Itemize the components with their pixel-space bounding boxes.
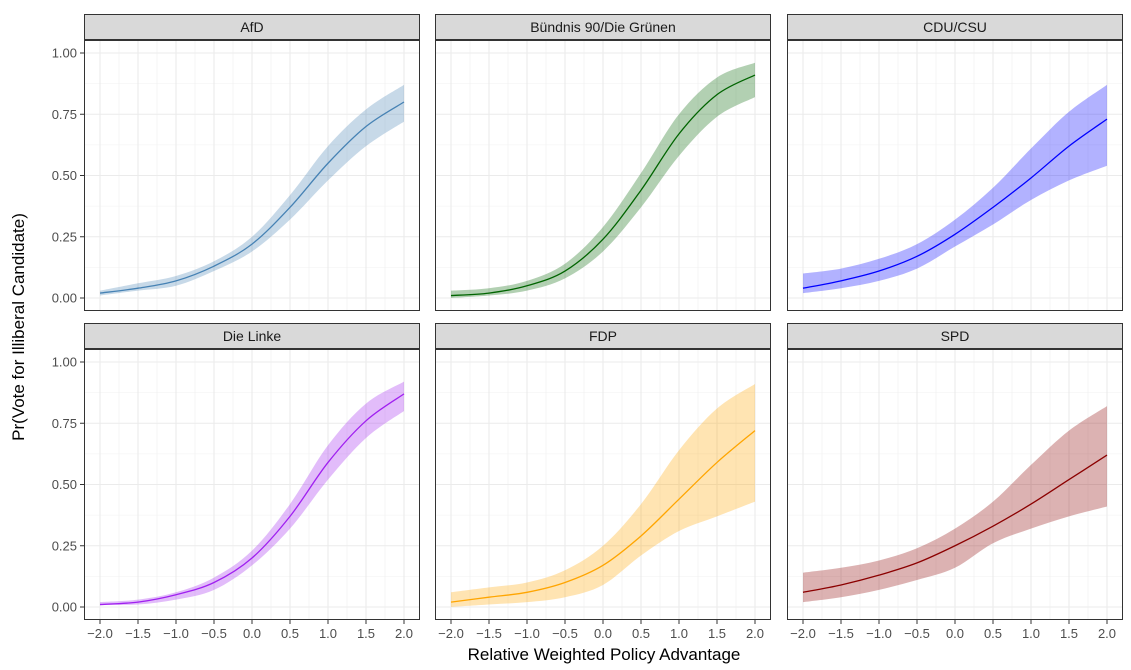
series-line-afd (99, 101, 405, 294)
facet-label-b-ndnis-90-die-gr-nen: Bündnis 90/Die Grünen (530, 19, 676, 35)
y-tick-label: 0.25 (52, 229, 77, 244)
facet-strip (787, 323, 1123, 349)
series-line-cdu-csu (802, 118, 1108, 289)
x-tick-label: −0.5 (201, 626, 227, 641)
x-tick-label: 1.0 (670, 626, 688, 641)
gridlines (84, 40, 420, 311)
y-tick-label: 0.25 (52, 538, 77, 553)
facet-label-die-linke: Die Linke (223, 328, 282, 344)
facet-strip (84, 323, 420, 349)
confidence-ribbon-die-linke (100, 381, 404, 605)
panel-afd: AfD 0.00 0.25 0.50 0.75 1.00 (52, 14, 420, 311)
x-tick-label: 2.0 (395, 626, 413, 641)
facet-label-fdp: FDP (589, 328, 617, 344)
panel-die-linke: Die Linke 0.00 0.25 0.50 0.75 1.00 −2.0 −1.5 −1.… (52, 323, 420, 641)
x-tick-label: 1.5 (708, 626, 726, 641)
x-tick-label: 1.0 (1022, 626, 1040, 641)
x-tick-label: −1.5 (828, 626, 854, 641)
x-tick-label: −1.0 (163, 626, 189, 641)
facet-label-spd: SPD (941, 328, 970, 344)
y-tick-label: 0.75 (52, 107, 77, 122)
x-tick-label: 1.0 (319, 626, 337, 641)
facet-label-cdu-csu: CDU/CSU (923, 19, 987, 35)
y-tick-label: 0.50 (52, 168, 77, 183)
y-tick-label: 0.75 (52, 416, 77, 431)
y-tick-label: 0.50 (52, 477, 77, 492)
x-axis-title: Relative Weighted Policy Advantage (468, 645, 741, 664)
y-tick-label: 1.00 (52, 355, 77, 370)
y-axis-title: Pr(Vote for Illiberal Candidate) (9, 213, 28, 441)
gridlines (787, 40, 1123, 311)
gridlines (787, 349, 1123, 620)
confidence-ribbon-afd (100, 84, 404, 296)
facet-strip (84, 14, 420, 40)
panels: AfD 0.00 0.25 0.50 0.75 1.00 Bündnis 90/Die Gr… (52, 14, 1123, 641)
y-tick-label: 0.00 (52, 291, 77, 306)
x-tick-label: −2.0 (790, 626, 816, 641)
facet-strip (787, 14, 1123, 40)
confidence-ribbon-cdu-csu (803, 84, 1107, 294)
facet-strip (435, 14, 771, 40)
panel-cdu-csu: CDU/CSU (787, 14, 1123, 311)
panel-border (435, 40, 771, 311)
x-tick-label: −1.5 (476, 626, 502, 641)
panel-border (435, 349, 771, 620)
x-tick-label: 0.5 (984, 626, 1002, 641)
confidence-ribbon-spd (803, 406, 1107, 603)
series-line-spd (802, 454, 1108, 593)
series-line-b-ndnis-90-die-gr-nen (450, 74, 756, 297)
facet-label-afd: AfD (240, 19, 263, 35)
facet-strip (435, 323, 771, 349)
confidence-ribbon-fdp (451, 384, 755, 607)
x-tick-label: 0.0 (946, 626, 964, 641)
x-tick-label: 2.0 (746, 626, 764, 641)
series-line-fdp (450, 430, 756, 603)
panel-spd: SPD −2.0 −1.5 −1.0 −0.5 0.0 0.5 1.0 1.5 2.0 (787, 323, 1123, 641)
x-tick-label: 1.5 (357, 626, 375, 641)
y-tick-label: 0.00 (52, 600, 77, 615)
x-tick-label: −0.5 (904, 626, 930, 641)
x-tick-label: 0.5 (632, 626, 650, 641)
x-tick-label: 1.5 (1060, 626, 1078, 641)
gridlines (435, 349, 771, 620)
x-tick-label: 0.5 (281, 626, 299, 641)
panel-b-ndnis-90-die-gr-nen: Bündnis 90/Die Grünen (435, 14, 771, 311)
panel-border (84, 40, 420, 311)
x-tick-label: −0.5 (552, 626, 578, 641)
gridlines (435, 40, 771, 311)
panel-fdp: FDP −2.0 −1.5 −1.0 −0.5 0.0 0.5 1.0 1.5 2.0 (435, 323, 771, 641)
x-tick-label: −2.0 (87, 626, 113, 641)
x-tick-label: 0.0 (243, 626, 261, 641)
y-tick-label: 1.00 (52, 46, 77, 61)
panel-border (787, 40, 1123, 311)
x-tick-label: 2.0 (1098, 626, 1116, 641)
x-tick-label: −1.0 (866, 626, 892, 641)
panel-border (787, 349, 1123, 620)
x-tick-label: −2.0 (438, 626, 464, 641)
x-tick-label: −1.0 (514, 626, 540, 641)
x-tick-label: −1.5 (125, 626, 151, 641)
series-line-die-linke (99, 393, 405, 606)
x-tick-label: 0.0 (594, 626, 612, 641)
panel-border (84, 349, 420, 620)
confidence-ribbon-b-ndnis-90-die-gr-nen (451, 62, 755, 298)
